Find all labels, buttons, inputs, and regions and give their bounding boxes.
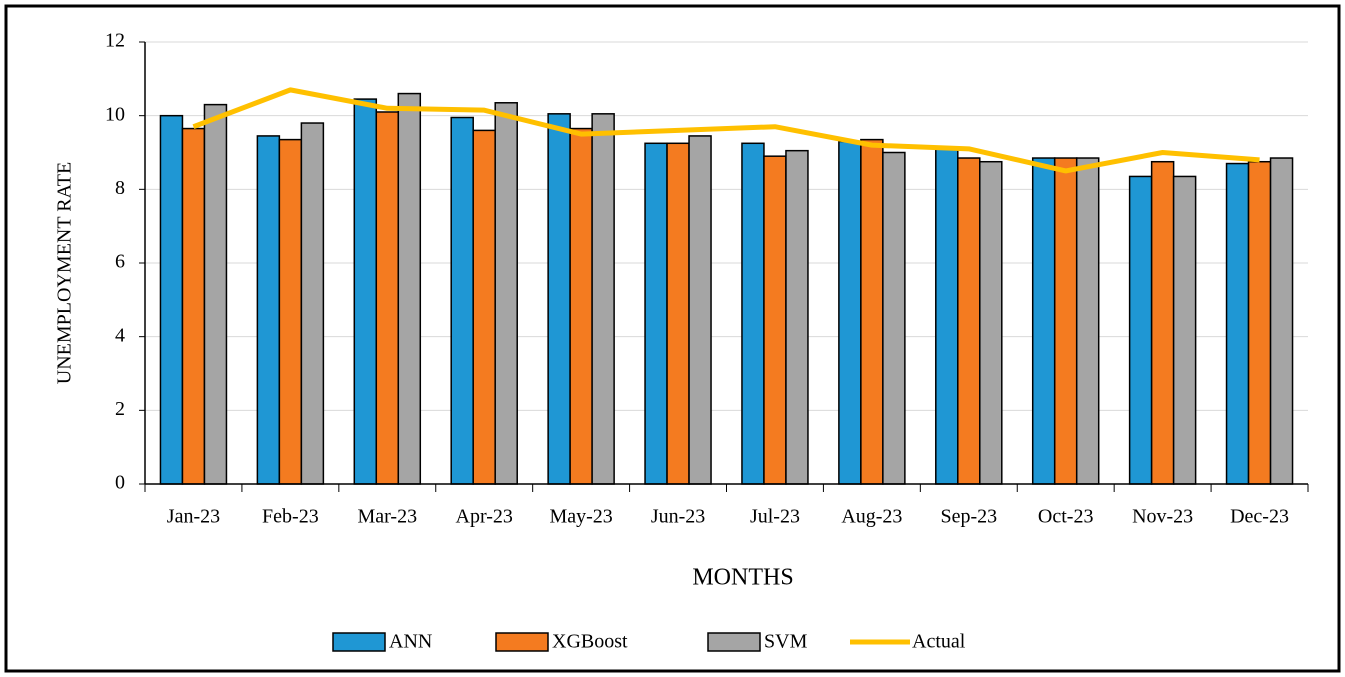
bar (666, 142, 690, 485)
line (192, 87, 1260, 174)
y-tick-label: 4 (115, 324, 125, 346)
bar (353, 98, 378, 485)
bar (957, 157, 981, 485)
x-tick-label: Dec-23 (1230, 506, 1289, 528)
legend-swatch (495, 632, 549, 652)
y-tick-label: 0 (115, 472, 125, 494)
bar (203, 103, 228, 485)
bar (181, 127, 206, 485)
bar (1247, 160, 1272, 485)
x-tick-label: Aug-23 (841, 506, 902, 528)
y-tick-label: 2 (115, 398, 125, 420)
x-tick-label: Jan-23 (167, 506, 220, 528)
bar (838, 140, 862, 485)
x-tick-label: Oct-23 (1038, 506, 1094, 528)
x-tick-label: Jun-23 (651, 506, 705, 528)
bar (569, 127, 593, 485)
bar (1075, 157, 1100, 485)
x-tick-label: May-23 (549, 506, 612, 528)
bar (979, 160, 1003, 485)
x-tick-label: Nov-23 (1132, 506, 1193, 528)
bar (547, 113, 571, 485)
bar (450, 116, 474, 485)
legend-swatch (707, 632, 761, 652)
y-axis-label: UNEMPLOYMENT RATE (54, 162, 76, 384)
bar (375, 111, 400, 485)
legend-swatch (332, 632, 386, 652)
bar (1128, 175, 1153, 485)
bar (1031, 157, 1056, 485)
legend-label: SVM (764, 631, 808, 653)
bar (1269, 157, 1294, 485)
legend-label: ANN (389, 631, 432, 653)
chart-border (4, 4, 1341, 673)
bar (763, 155, 787, 485)
x-tick-label: Sep-23 (940, 506, 997, 528)
bar (882, 151, 906, 485)
x-tick-label: Jul-23 (750, 506, 800, 528)
x-tick-label: Mar-23 (357, 506, 417, 528)
x-tick-label: Feb-23 (262, 506, 319, 528)
bar (1150, 160, 1175, 485)
bar (688, 135, 712, 485)
bar (591, 113, 615, 485)
bar (1172, 175, 1197, 485)
bar (644, 142, 668, 485)
bar (785, 149, 809, 485)
bar (1225, 162, 1250, 485)
x-tick-label: Apr-23 (456, 506, 513, 528)
x-axis-label: MONTHS (692, 565, 793, 591)
bar (1053, 157, 1078, 485)
bar (860, 138, 884, 485)
bar (159, 114, 184, 485)
bar (494, 102, 518, 485)
bar (278, 138, 303, 485)
y-tick-label: 10 (105, 103, 125, 125)
bar (300, 122, 325, 485)
y-tick-label: 6 (115, 251, 125, 273)
bar (472, 129, 496, 485)
bar (935, 146, 959, 485)
y-tick-label: 8 (115, 177, 125, 199)
bar (397, 92, 422, 485)
bar (741, 142, 765, 485)
y-tick-label: 12 (105, 30, 125, 52)
legend-label: XGBoost (552, 631, 628, 653)
bar (256, 135, 281, 485)
legend-label: Actual (912, 631, 966, 653)
